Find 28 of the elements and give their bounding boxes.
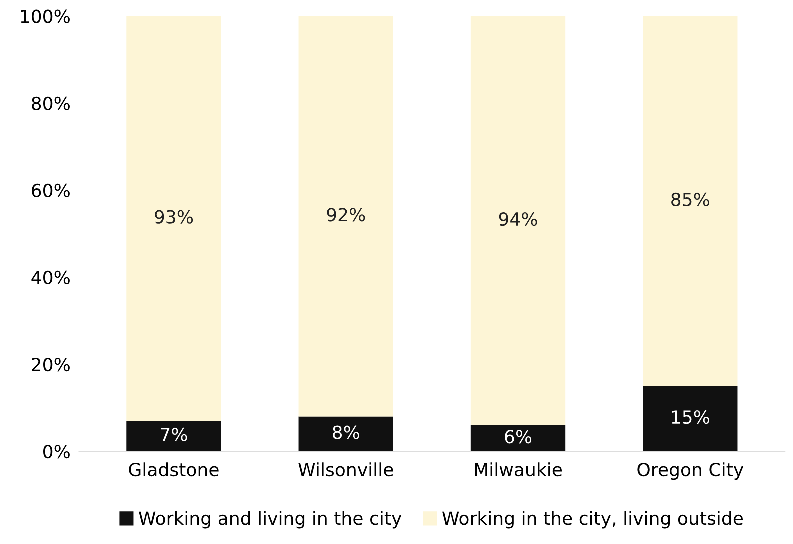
legend-label: Working in the city, living outside	[442, 511, 744, 529]
bar	[470, 16, 566, 426]
y-tick-label: 20%	[32, 358, 70, 372]
bar	[298, 16, 394, 417]
bar	[643, 386, 738, 452]
bar	[470, 425, 566, 452]
data-label: 7%	[161, 428, 188, 442]
x-tick-label: Oregon City	[638, 462, 744, 480]
x-tick-label: Wilsonville	[298, 462, 394, 477]
y-tick-label: 0%	[44, 444, 70, 459]
y-tick-label: 80%	[32, 96, 70, 110]
data-label: 92%	[327, 208, 366, 222]
x-tick-label: Gladstone	[129, 462, 219, 477]
data-label: 6%	[505, 430, 532, 444]
data-label: 15%	[672, 410, 710, 424]
y-tick-label: 100%	[21, 10, 70, 24]
data-label: 94%	[499, 212, 538, 226]
legend-label: Working and living in the city	[139, 511, 402, 529]
bar	[298, 416, 394, 452]
x-tick-label: Milwaukie	[475, 462, 562, 477]
data-label: 85%	[672, 192, 710, 207]
bar	[126, 421, 222, 452]
data-label: 8%	[333, 426, 360, 440]
y-tick-label: 40%	[32, 270, 70, 285]
bar	[643, 16, 738, 386]
data-label: 93%	[155, 210, 194, 224]
bar	[126, 16, 222, 422]
y-tick-label: 60%	[32, 184, 70, 198]
